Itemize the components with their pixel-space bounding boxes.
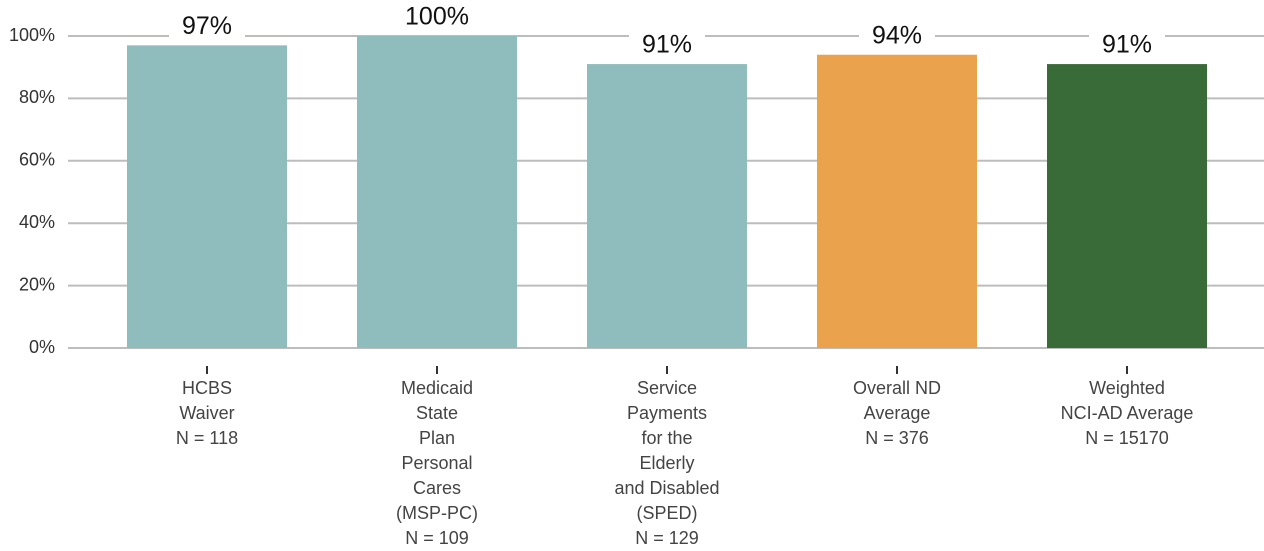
x-tick-label: HCBS — [182, 378, 232, 398]
y-tick-label: 0% — [29, 337, 55, 357]
label-background — [1089, 32, 1165, 61]
value-label: 100% — [405, 3, 469, 31]
bar — [817, 54, 977, 348]
x-tick-label: N = 376 — [865, 428, 929, 448]
x-tick-label: (MSP-PC) — [396, 503, 478, 523]
x-tick-label: Medicaid — [401, 378, 473, 398]
y-tick-label: 60% — [19, 150, 55, 170]
x-tick-label: Plan — [419, 428, 455, 448]
bar — [1047, 64, 1207, 348]
x-tick-label: N = 15170 — [1085, 428, 1169, 448]
label-background — [629, 32, 705, 61]
bar — [127, 45, 287, 349]
x-tick-label: Waiver — [179, 403, 234, 423]
label-background — [169, 13, 245, 42]
y-tick-label: 20% — [19, 274, 55, 294]
x-tick-label: N = 129 — [635, 528, 699, 548]
y-tick-label: 40% — [19, 212, 55, 232]
value-label: 94% — [872, 21, 922, 49]
x-tick-label: Cares — [413, 478, 461, 498]
x-tick-label: and Disabled — [614, 478, 719, 498]
x-tick-label: Personal — [401, 453, 472, 473]
x-tick-label: Weighted — [1089, 378, 1165, 398]
y-tick-label: 100% — [9, 25, 55, 45]
x-tick-label: (SPED) — [636, 503, 697, 523]
x-tick-label: Overall ND — [853, 378, 941, 398]
label-background — [399, 4, 475, 32]
x-tick-label: NCI-AD Average — [1061, 403, 1194, 423]
x-tick-label: Payments — [627, 403, 707, 423]
value-label: 97% — [182, 12, 232, 40]
y-tick-label: 80% — [19, 87, 55, 107]
x-tick-label: N = 118 — [176, 428, 238, 448]
x-tick-label: for the — [641, 428, 692, 448]
x-tick-label: Average — [864, 403, 931, 423]
value-label: 91% — [642, 31, 692, 59]
x-tick-label: N = 109 — [405, 528, 469, 548]
x-tick-label: Service — [637, 378, 697, 398]
value-label: 91% — [1102, 31, 1152, 59]
x-tick-label: State — [416, 403, 458, 423]
bar — [357, 36, 517, 348]
bar — [587, 64, 747, 348]
label-background — [859, 22, 935, 51]
x-tick-label: Elderly — [639, 453, 694, 473]
